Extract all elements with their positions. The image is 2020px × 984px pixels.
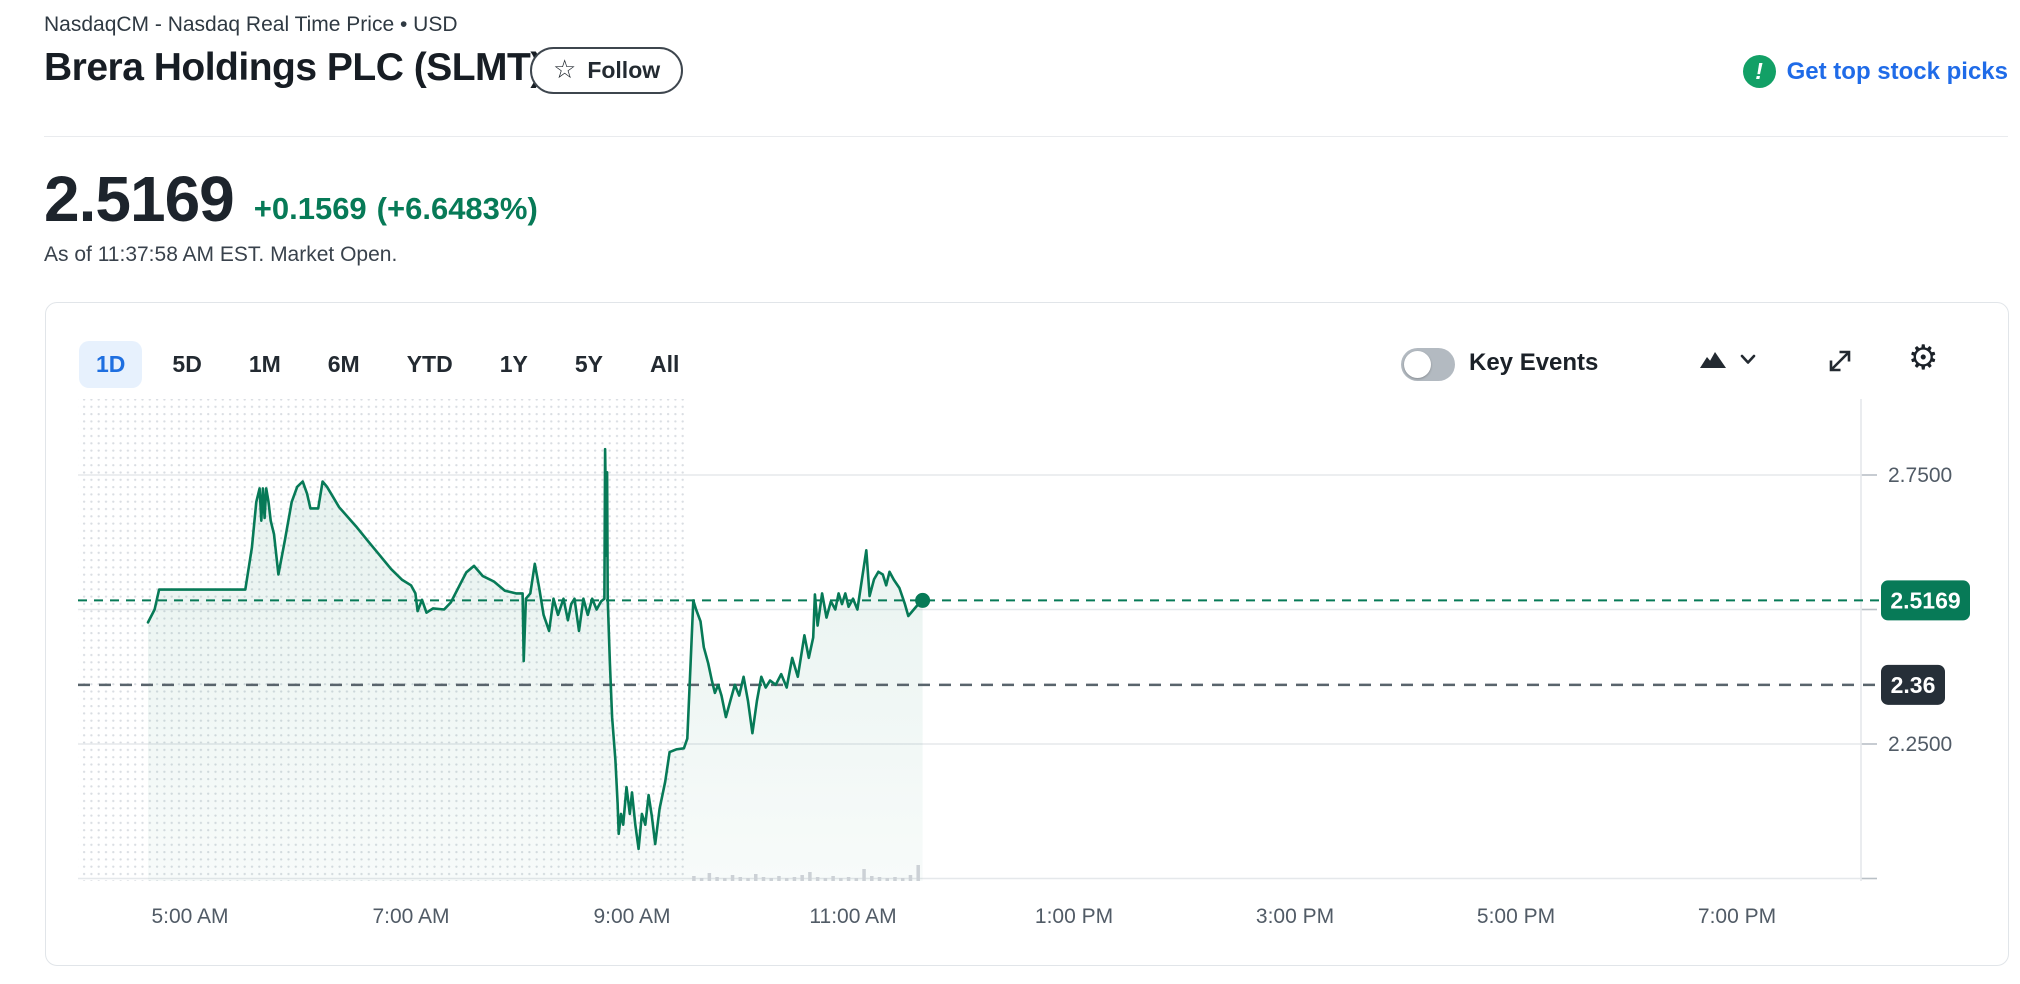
volume-bar bbox=[800, 875, 804, 881]
volume-bar bbox=[870, 876, 874, 881]
volume-bar bbox=[692, 876, 696, 881]
volume-bar bbox=[839, 878, 843, 881]
volume-bar bbox=[893, 877, 897, 881]
current-price: 2.5169 bbox=[44, 163, 235, 235]
volume-bar bbox=[769, 878, 773, 881]
follow-button-label: Follow bbox=[587, 57, 661, 83]
volume-bar bbox=[908, 875, 913, 881]
badge-label: 2.36 bbox=[1891, 672, 1936, 698]
price-change: +0.1569 (+6.6483%) bbox=[254, 193, 538, 231]
promo-link-label: Get top stock picks bbox=[1786, 57, 2008, 85]
fullscreen-button[interactable] bbox=[1826, 347, 1854, 378]
tab-1m[interactable]: 1M bbox=[232, 341, 298, 388]
tab-ytd[interactable]: YTD bbox=[390, 341, 470, 388]
toggle-knob bbox=[1404, 351, 1431, 378]
tab-5d[interactable]: 5D bbox=[155, 341, 218, 388]
volume-bar bbox=[746, 878, 750, 881]
volume-bar bbox=[815, 877, 820, 881]
expand-icon bbox=[1829, 350, 1851, 372]
volume-bar bbox=[854, 878, 859, 881]
exchange-info: NasdaqCM - Nasdaq Real Time Price • USD bbox=[44, 13, 458, 36]
price-change-value: +0.1569 bbox=[253, 191, 367, 226]
volume-bar bbox=[808, 872, 812, 881]
volume-bar bbox=[738, 877, 743, 881]
x-axis-label: 7:00 PM bbox=[1698, 905, 1776, 928]
x-axis-label: 1:00 PM bbox=[1035, 905, 1113, 928]
key-events-label: Key Events bbox=[1469, 349, 1599, 376]
tab-5y[interactable]: 5Y bbox=[558, 341, 620, 388]
volume-bar bbox=[823, 878, 828, 881]
volume-bar bbox=[885, 878, 890, 881]
chart-toolbar: 1D 5D 1M 6M YTD 1Y 5Y All Key Events bbox=[46, 341, 2008, 391]
x-axis-label: 5:00 AM bbox=[151, 905, 228, 928]
mountain-chart-icon bbox=[1700, 352, 1726, 368]
last-price-dot bbox=[915, 592, 931, 608]
tab-1d[interactable]: 1D bbox=[79, 341, 143, 388]
volume-bar bbox=[754, 874, 758, 881]
y-axis-label: 2.7500 bbox=[1888, 464, 1952, 487]
volume-bar bbox=[723, 878, 727, 881]
gear-icon: ⚙ bbox=[1908, 339, 1939, 377]
volume-bar bbox=[792, 877, 797, 881]
range-tabs: 1D 5D 1M 6M YTD 1Y 5Y All bbox=[79, 341, 696, 388]
chart-card: 2.7500 2.2500 2.5169 2.36 5:00 AM 7:00 AM 9:00… bbox=[45, 302, 2009, 966]
page-title: Brera Holdings PLC (SLMT) bbox=[44, 46, 543, 89]
as-of-text: As of 11:37:58 AM EST. Market Open. bbox=[44, 243, 398, 266]
volume-bar bbox=[916, 865, 920, 881]
alert-icon: ! bbox=[1742, 55, 1776, 88]
price-chart-svg: 2.7500 2.2500 2.5169 2.36 5:00 AM 7:00 AM 9:00… bbox=[78, 399, 1970, 928]
chart-type-chevron[interactable] bbox=[1740, 353, 1756, 368]
volume-bar bbox=[715, 877, 719, 881]
price-chart[interactable]: 2.7500 2.2500 2.5169 2.36 5:00 AM 7:00 AM 9:00… bbox=[46, 303, 2010, 967]
tab-6m[interactable]: 6M bbox=[311, 341, 377, 388]
x-axis-label: 9:00 AM bbox=[593, 905, 670, 928]
x-axis-label: 5:00 PM bbox=[1477, 905, 1555, 928]
star-icon: ☆ bbox=[553, 54, 577, 84]
volume-bar bbox=[877, 877, 882, 881]
y-axis-label: 2.2500 bbox=[1888, 733, 1952, 756]
get-top-stock-picks-link[interactable]: ! Get top stock picks bbox=[1742, 55, 2008, 88]
chevron-down-icon bbox=[1740, 354, 1756, 364]
volume-bar bbox=[784, 878, 789, 881]
price-change-percent: (+6.6483%) bbox=[376, 191, 538, 226]
volume-bar bbox=[730, 875, 735, 881]
volume-bar bbox=[862, 869, 866, 881]
volume-bar bbox=[846, 877, 851, 881]
badge-label: 2.5169 bbox=[1890, 587, 1960, 613]
previous-close-badge bbox=[1881, 664, 1945, 705]
volume-bar bbox=[707, 873, 712, 881]
volume-bar bbox=[831, 876, 835, 881]
follow-button[interactable]: ☆ Follow bbox=[530, 47, 684, 94]
x-axis-label: 11:00 AM bbox=[809, 905, 896, 928]
volume-bar bbox=[900, 878, 905, 881]
volume-bar bbox=[699, 878, 704, 881]
tab-all[interactable]: All bbox=[633, 341, 696, 388]
header-divider bbox=[44, 136, 2008, 137]
volume-bar bbox=[761, 877, 766, 881]
price-area bbox=[148, 449, 923, 881]
key-events-toggle[interactable] bbox=[1401, 348, 1455, 381]
settings-button[interactable]: ⚙ bbox=[1908, 341, 1938, 375]
x-axis-label: 7:00 AM bbox=[372, 905, 449, 928]
x-axis-label: 3:00 PM bbox=[1256, 905, 1334, 928]
current-price-badge bbox=[1881, 580, 1970, 621]
tab-1y[interactable]: 1Y bbox=[483, 341, 545, 388]
price-line bbox=[146, 447, 924, 851]
chart-type-button[interactable] bbox=[1699, 347, 1729, 374]
volume-bar bbox=[777, 876, 781, 881]
